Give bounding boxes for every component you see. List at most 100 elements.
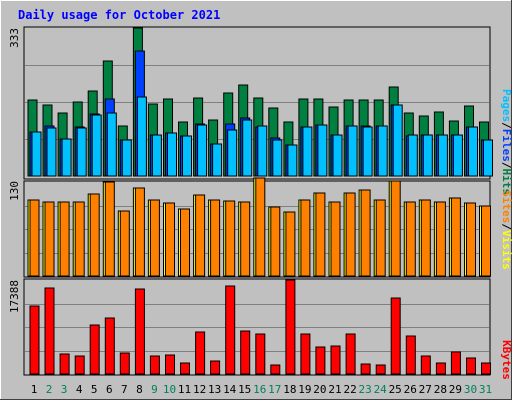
bar-pages-day-29	[452, 134, 463, 177]
bar-sites-day-8	[134, 187, 145, 277]
bar-pages-day-12	[197, 124, 208, 177]
x-tick-label-day-26: 26	[404, 383, 417, 396]
bar-sites-day-12	[195, 194, 206, 277]
bar-kbytes-day-12	[195, 331, 206, 375]
legend-sites: Sites	[500, 190, 512, 223]
kbytes-panel-frame	[23, 278, 491, 376]
bar-kbytes-day-26	[405, 335, 416, 375]
bar-sites-day-29	[450, 197, 461, 277]
legend-separator: /	[500, 223, 512, 230]
kbytes-panel-legend: KBytes	[500, 340, 512, 380]
bar-sites-day-9	[149, 199, 160, 277]
bar-pages-day-1	[31, 131, 42, 177]
x-tick-label-day-15: 15	[238, 383, 251, 396]
bar-sites-day-1	[29, 199, 40, 277]
x-tick-label-day-3: 3	[61, 383, 68, 396]
x-tick-label-day-8: 8	[136, 383, 143, 396]
legend-pages: Pages	[500, 89, 512, 122]
bar-kbytes-day-14	[225, 285, 236, 375]
bar-sites-day-25	[390, 180, 401, 277]
bar-sites-day-7	[119, 210, 130, 277]
bar-pages-day-28	[437, 134, 448, 177]
bar-sites-day-18	[285, 211, 296, 277]
kbytes-panel-max-label: 17388	[8, 280, 21, 313]
legend-hits: Hits	[500, 169, 512, 196]
x-tick-label-day-16: 16	[253, 383, 266, 396]
bar-pages-day-3	[61, 138, 72, 177]
bar-kbytes-day-2	[44, 287, 55, 375]
bar-kbytes-day-9	[149, 355, 160, 375]
x-tick-label-day-6: 6	[106, 383, 113, 396]
bar-kbytes-day-31	[481, 362, 491, 375]
bar-sites-day-30	[466, 202, 476, 277]
x-tick-label-day-22: 22	[343, 383, 356, 396]
x-tick-label-day-27: 27	[419, 383, 432, 396]
bar-kbytes-day-16	[255, 333, 266, 375]
chart-title: Daily usage for October 2021	[18, 8, 220, 22]
x-tick-label-day-24: 24	[374, 383, 388, 396]
bar-pages-day-5	[91, 114, 102, 177]
bar-sites-day-24	[375, 199, 386, 277]
bars-layer	[27, 27, 493, 375]
x-tick-label-day-13: 13	[208, 383, 221, 396]
legend-visits: Visits	[500, 230, 512, 270]
bar-kbytes-day-21	[330, 345, 341, 375]
bar-sites-day-2	[44, 201, 55, 277]
bar-pages-day-20	[317, 124, 328, 177]
x-tick-label-day-4: 4	[76, 383, 83, 396]
bar-pages-day-31	[483, 139, 493, 177]
x-tick-label-day-11: 11	[178, 383, 191, 396]
bar-pages-day-24	[377, 125, 388, 177]
bar-pages-day-23	[362, 126, 373, 177]
bar-pages-day-18	[287, 144, 298, 177]
bar-kbytes-day-4	[74, 355, 85, 375]
bar-pages-day-14	[227, 129, 238, 177]
bar-pages-day-17	[272, 139, 283, 177]
bar-sites-day-20	[315, 192, 326, 277]
bar-kbytes-day-30	[466, 357, 476, 375]
bar-pages-day-4	[76, 127, 87, 177]
x-tick-label-day-25: 25	[389, 383, 402, 396]
bar-pages-day-15	[242, 119, 253, 177]
bar-sites-day-14	[225, 200, 236, 277]
bar-sites-day-27	[420, 199, 431, 277]
bar-kbytes-day-27	[420, 355, 431, 375]
bar-sites-day-16	[255, 177, 266, 277]
x-tick-label-day-29: 29	[449, 383, 462, 396]
visits-panel-legend: Sites/Visits	[500, 190, 512, 270]
bar-sites-day-26	[405, 201, 416, 277]
x-tick-label-day-10: 10	[163, 383, 176, 396]
bar-pages-day-27	[422, 134, 433, 177]
legend-separator: /	[500, 122, 512, 129]
bar-pages-day-16	[257, 125, 268, 177]
x-tick-label-day-12: 12	[193, 383, 206, 396]
bar-sites-day-19	[300, 199, 311, 277]
bar-kbytes-day-29	[450, 351, 461, 375]
x-tick-label-day-31: 31	[479, 383, 492, 396]
bar-kbytes-day-6	[104, 317, 115, 375]
bar-kbytes-day-19	[300, 333, 311, 375]
x-tick-label-day-19: 19	[298, 383, 311, 396]
bar-kbytes-day-8	[134, 288, 145, 375]
visits-panel-max-label: 130	[8, 181, 21, 201]
bar-sites-day-22	[345, 192, 356, 277]
bar-kbytes-day-24	[375, 364, 386, 375]
bar-pages-day-2	[46, 127, 57, 177]
bar-sites-day-4	[74, 201, 85, 277]
bar-kbytes-day-23	[360, 363, 371, 375]
bar-sites-day-15	[240, 201, 251, 277]
bar-pages-day-21	[332, 134, 343, 177]
bar-pages-day-25	[392, 104, 403, 177]
bar-kbytes-day-7	[119, 352, 130, 375]
bar-sites-day-23	[360, 189, 371, 277]
bar-kbytes-day-18	[285, 279, 296, 375]
bar-sites-day-21	[330, 201, 341, 277]
x-tick-label-day-23: 23	[358, 383, 371, 396]
bar-pages-day-22	[347, 125, 358, 177]
bar-sites-day-10	[165, 202, 175, 277]
bar-kbytes-day-11	[180, 362, 190, 375]
x-tick-label-day-14: 14	[223, 383, 237, 396]
bar-pages-day-7	[121, 139, 132, 177]
x-tick-label-day-28: 28	[434, 383, 447, 396]
